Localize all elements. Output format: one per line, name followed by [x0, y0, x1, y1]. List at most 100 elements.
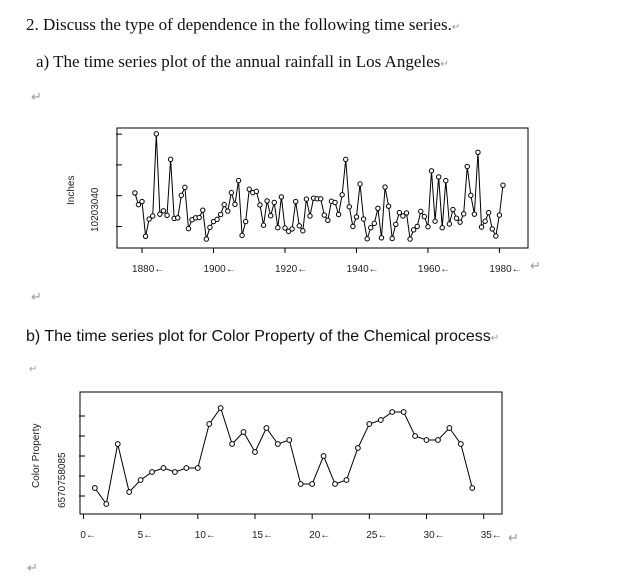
data-point [378, 235, 385, 241]
data-point [343, 156, 349, 163]
data-point [414, 223, 420, 230]
data-point [332, 481, 338, 487]
data-point [271, 199, 277, 206]
data-point [146, 216, 152, 222]
data-point [196, 214, 202, 221]
data-point [297, 481, 304, 487]
data-point [460, 211, 467, 217]
data-point [435, 437, 441, 443]
x-tick-label: 25← [366, 530, 388, 541]
data-point [412, 433, 418, 439]
data-point [182, 184, 188, 191]
x-tick-label: 0← [80, 530, 96, 541]
x-tick-label: 35← [480, 530, 502, 541]
paragraph-mark: ↵ [29, 364, 38, 375]
data-point [300, 228, 306, 234]
x-tick-label: 20← [309, 530, 331, 541]
question-heading: 2. Discuss the type of dependence in the… [26, 15, 461, 34]
data-point [307, 213, 313, 219]
data-point [178, 192, 185, 199]
data-point [346, 204, 353, 210]
data-point [469, 485, 476, 491]
data-point [393, 221, 399, 228]
data-point [450, 206, 456, 213]
data-point [175, 215, 181, 221]
data-point [385, 203, 392, 209]
data-point [194, 465, 201, 471]
data-point [471, 211, 478, 217]
data-point [274, 441, 281, 447]
paragraph-mark: ↵ [27, 561, 38, 576]
data-point [126, 489, 133, 495]
data-point [282, 225, 288, 231]
data-point [389, 409, 396, 415]
data-point [103, 501, 110, 507]
data-point [252, 449, 258, 455]
data-point [335, 211, 342, 218]
data-point [309, 481, 316, 487]
data-point [400, 409, 407, 415]
data-point [229, 441, 236, 447]
data-point [217, 405, 224, 411]
data-point [275, 224, 281, 231]
x-tick-label: 1920← [274, 264, 308, 275]
paragraph-mark: ↵ [508, 531, 519, 546]
plot-frame [116, 127, 529, 249]
x-tick-label: 1980← [489, 264, 522, 275]
data-point [410, 227, 417, 233]
data-point [496, 212, 503, 218]
data-point [425, 224, 431, 230]
data-point [371, 220, 378, 227]
data-point [400, 213, 406, 219]
data-point [457, 219, 463, 225]
data-point [464, 163, 470, 170]
data-point [137, 477, 144, 483]
data-point [203, 236, 210, 242]
data-point [500, 182, 506, 188]
data-point [468, 192, 474, 199]
data-point [149, 469, 155, 475]
data-point [364, 236, 370, 242]
data-point [286, 437, 293, 443]
data-point [239, 232, 245, 239]
data-point [150, 213, 156, 219]
x-tick-label: 5← [137, 530, 154, 541]
data-point [320, 453, 327, 459]
data-point [343, 477, 350, 483]
data-point [368, 224, 374, 231]
data-point [200, 207, 206, 213]
data-point [485, 209, 492, 216]
data-point [167, 156, 174, 163]
data-point [350, 223, 356, 230]
data-point [232, 201, 238, 208]
data-point [357, 181, 363, 187]
data-point [339, 192, 345, 198]
data-point [217, 211, 224, 218]
data-point [235, 177, 242, 184]
data-point [172, 469, 178, 475]
data-point [267, 212, 274, 219]
data-point [446, 221, 453, 227]
data-point [228, 189, 235, 196]
data-point [421, 213, 428, 220]
data-point [260, 222, 267, 228]
data-point [242, 218, 249, 225]
data-point [332, 199, 338, 206]
data-point [183, 465, 190, 471]
part-b-heading: b) The time series plot for Color Proper… [26, 328, 500, 345]
data-point [207, 224, 213, 231]
data-point [407, 236, 413, 242]
plot-frame [79, 391, 503, 515]
data-point [321, 212, 327, 218]
data-point [246, 186, 252, 192]
data-point [439, 224, 445, 231]
data-point [353, 214, 360, 220]
x-tick-label: 10← [194, 530, 216, 541]
data-point [160, 208, 167, 214]
data-point [157, 211, 163, 217]
data-point [253, 188, 260, 195]
data-point [318, 196, 324, 202]
data-point [303, 196, 310, 202]
